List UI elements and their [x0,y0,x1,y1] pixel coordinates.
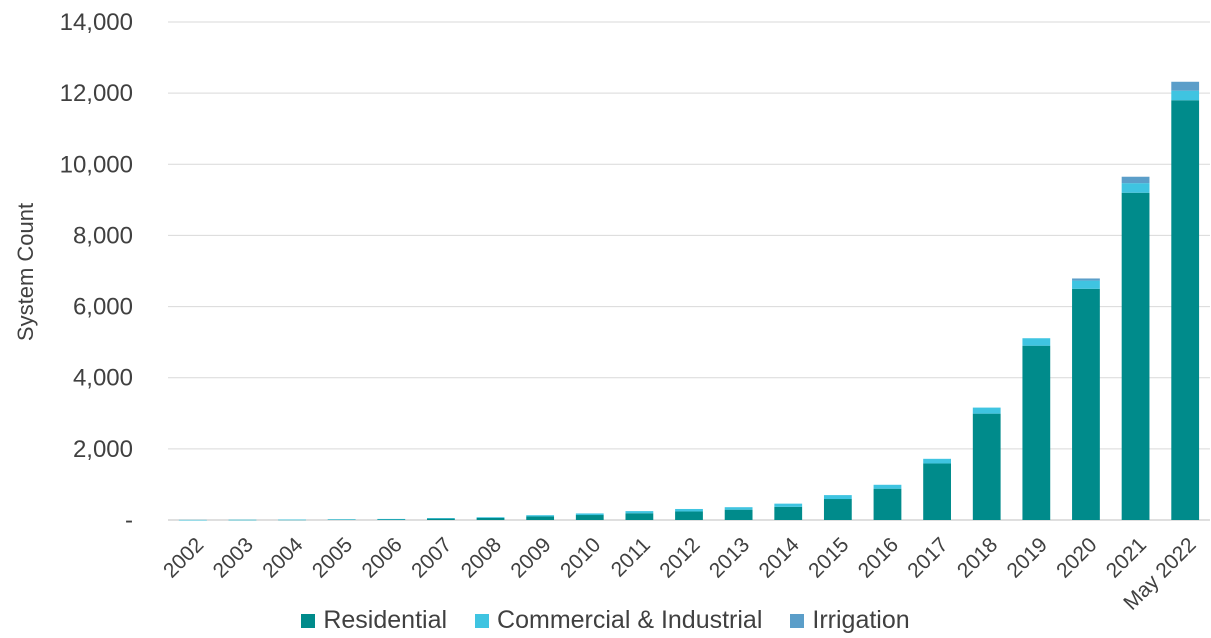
y-tick-label: 14,000 [60,9,133,36]
x-tick-label: 2009 [506,533,555,582]
bar-segment-irrigation [1072,278,1100,281]
bar-segment-commercial-industrial [972,407,1001,414]
bar-segment-residential [675,511,703,520]
legend-item: Commercial & Industrial [475,606,762,635]
x-tick-label: 2019 [1003,533,1052,582]
x-tick-label: 2008 [457,533,506,582]
bar-segment-residential [1121,192,1150,520]
y-tick-label: 12,000 [60,80,133,107]
bar-segment-residential [873,488,902,520]
bar-segment-irrigation [1171,81,1200,91]
x-tick-label: 2014 [754,533,804,583]
x-tick-label: 2002 [159,533,208,582]
bar-segment-commercial-industrial [526,515,555,517]
bars [178,81,1200,521]
y-tick-label: 8,000 [73,222,133,249]
legend-label: Residential [323,606,448,634]
x-tick-label: 2007 [407,533,456,582]
bar-segment-commercial-industrial [774,503,803,507]
bar-segment-commercial-industrial [278,519,306,521]
bar-segment-residential [923,463,951,520]
bar-segment-commercial-industrial [1121,183,1150,193]
x-axis-ticks: 2002 2003 2004 2005 2006 2007 2008 2009 2010 2011… [159,533,1201,615]
y-tick-label: 10,000 [60,151,133,178]
y-tick-label: 4,000 [73,365,133,392]
bar-segment-residential [1072,288,1100,520]
y-axis-ticks: - 2,000 4,000 6,000 8,000 10,000 12,000 14,000 [60,9,133,534]
x-tick-label: 2006 [358,533,407,582]
bar-segment-residential [823,499,852,520]
bar-segment-residential [774,506,803,520]
bar-segment-residential [1171,100,1200,520]
bar-segment-commercial-industrial [476,517,505,518]
legend-swatch [790,613,805,628]
x-tick-label: 2015 [804,533,853,582]
bar-segment-commercial-industrial [427,518,455,519]
x-tick-label: 2012 [655,533,704,582]
bar-segment-commercial-industrial [823,495,852,500]
x-tick-label: 2017 [903,533,952,582]
gridlines [168,21,1210,521]
x-tick-label: 2010 [556,533,605,582]
bar-segment-commercial-industrial [1171,90,1200,101]
y-axis-label: System Count [13,203,38,341]
bar-segment-commercial-industrial [327,519,356,520]
bar-segment-irrigation [1121,176,1150,184]
bar-segment-commercial-industrial [377,518,406,520]
legend-swatch [475,613,490,628]
x-tick-label: 2011 [607,533,655,581]
bar-segment-residential [377,519,406,520]
y-tick-label: - [125,507,133,534]
y-tick-label: 2,000 [73,436,133,463]
bar-segment-commercial-industrial [923,458,951,464]
x-tick-label: 2018 [953,533,1002,582]
bar-segment-residential [526,516,555,520]
x-tick-label: 2016 [854,533,903,582]
x-tick-label: 2005 [308,533,357,582]
bar-segment-commercial-industrial [625,511,654,514]
x-tick-label: 2003 [209,533,258,582]
bar-segment-commercial-industrial [178,519,207,521]
bar-segment-commercial-industrial [1072,280,1100,289]
bar-segment-commercial-industrial [724,507,753,510]
bar-segment-commercial-industrial [675,508,703,512]
bar-segment-residential [972,413,1001,520]
bar-segment-residential [575,515,604,520]
legend-swatch [301,613,316,628]
x-tick-label: 2013 [705,533,754,582]
legend-label: Irrigation [812,606,910,634]
bar-segment-commercial-industrial [873,484,902,489]
bar-segment-commercial-industrial [1022,338,1051,346]
legend-item: Residential [301,606,447,635]
bar-segment-commercial-industrial [228,519,257,521]
bar-segment-residential [476,517,505,520]
x-tick-label: 2020 [1052,533,1101,582]
bar-segment-residential [427,518,455,520]
bar-segment-residential [724,509,753,520]
y-tick-label: 6,000 [73,294,133,321]
x-tick-label: 2004 [258,533,308,583]
legend-label: Commercial & Industrial [497,606,763,634]
bar-segment-residential [625,513,654,520]
bar-segment-commercial-industrial [575,513,604,516]
legend: Residential Commercial & Industrial Irriga… [0,606,1211,635]
bar-segment-residential [1022,345,1051,520]
legend-item: Irrigation [790,606,910,635]
